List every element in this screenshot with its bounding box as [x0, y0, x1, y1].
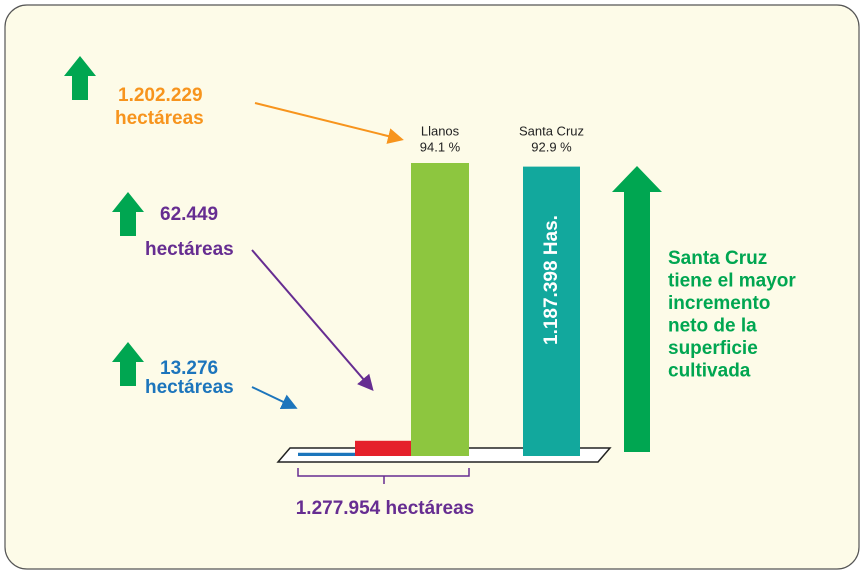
category-label: Llanos: [421, 123, 460, 138]
up-arrows: [64, 56, 662, 452]
pointer: [254, 102, 404, 144]
value-label: 1.202.229: [118, 85, 203, 106]
annotation: superficie: [668, 338, 758, 359]
bar: [523, 166, 580, 457]
annotation: neto de la: [668, 316, 757, 337]
annotation: incremento: [668, 293, 770, 314]
bar: [355, 440, 411, 456]
total-label: 1.277.954 hectáreas: [296, 498, 475, 519]
bar: [411, 163, 469, 456]
annotation: Santa Cruz: [668, 248, 767, 269]
value-label: 13.276: [160, 358, 218, 379]
bracket: [297, 468, 470, 484]
percent-label: 92.9 %: [531, 139, 572, 154]
bar: [298, 452, 355, 456]
big-arrow: [612, 166, 662, 452]
annotation: cultivada: [668, 361, 751, 382]
pointer: [251, 386, 298, 410]
pointer: [251, 249, 374, 392]
unit-label: hectáreas: [145, 377, 234, 398]
percent-label: 94.1 %: [420, 139, 461, 154]
value-label: 62.449: [160, 204, 218, 225]
unit-label: hectáreas: [115, 108, 204, 129]
value-label: 1.187.398 Has.: [541, 215, 562, 345]
category-label: Santa Cruz: [519, 123, 584, 138]
unit-label: hectáreas: [145, 239, 234, 260]
annotation: tiene el mayor: [668, 271, 796, 292]
